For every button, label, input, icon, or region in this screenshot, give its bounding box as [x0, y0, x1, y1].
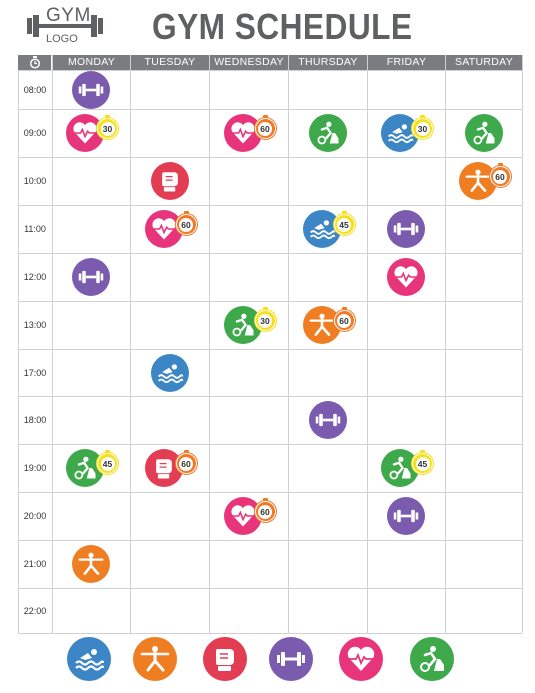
grid-row-divider [18, 540, 522, 541]
day-header-thursday: THURSDAY [289, 55, 367, 70]
grid-column-divider [445, 55, 446, 633]
day-header-friday: FRIDAY [368, 55, 445, 70]
grid-column-divider [522, 55, 523, 633]
grid-row-divider [18, 70, 522, 71]
day-header-saturday: SATURDAY [446, 55, 522, 70]
duration-minutes: 30 [415, 121, 430, 136]
day-header-monday: MONDAY [53, 55, 130, 70]
grid-row-divider [18, 588, 522, 589]
yoga-icon[interactable] [72, 545, 110, 583]
page-title: GYM SCHEDULE [152, 6, 413, 47]
duration-minutes: 30 [258, 313, 272, 328]
time-label: 13:00 [23, 320, 47, 330]
grid-row-divider [18, 444, 522, 445]
dumbbell-icon[interactable] [72, 70, 110, 109]
duration-minutes: 60 [179, 217, 193, 232]
grid-column-divider [130, 55, 131, 633]
grid-row-divider [18, 396, 522, 397]
duration-badge: 60 [489, 163, 511, 187]
grid-row-divider [18, 205, 522, 206]
duration-minutes: 60 [337, 313, 351, 328]
time-label: 18:00 [23, 415, 47, 425]
stopwatch-icon [29, 56, 40, 69]
duration-badge: 60 [175, 450, 197, 474]
duration-badge: 30 [254, 307, 276, 331]
cycling-icon[interactable] [464, 114, 503, 152]
time-label: 10:00 [23, 176, 47, 186]
time-label: 09:00 [23, 128, 47, 138]
duration-minutes: 60 [258, 121, 272, 136]
dumbbell-icon[interactable] [387, 210, 425, 248]
legend-dumbbell-icon [269, 637, 313, 681]
dumbbell-icon[interactable] [308, 401, 347, 439]
duration-badge: 60 [333, 307, 355, 331]
duration-minutes: 45 [415, 456, 430, 471]
grid-row-divider [18, 109, 522, 110]
logo-text-sub: LOGO [46, 33, 78, 45]
grid-column-divider [288, 55, 289, 633]
duration-badge: 45 [333, 211, 355, 235]
grid-column-divider [52, 55, 53, 633]
grid-row-divider [18, 633, 522, 634]
time-label: 22:00 [23, 605, 47, 616]
dumbbell-icon[interactable] [387, 497, 425, 535]
duration-minutes: 45 [337, 217, 351, 232]
time-label: 08:00 [23, 84, 47, 95]
grid-row-divider [18, 157, 522, 158]
legend-boxing-glove-icon [203, 637, 247, 681]
duration-minutes: 30 [100, 121, 115, 136]
time-label: 19:00 [23, 463, 47, 473]
legend-swimming-icon [67, 637, 111, 681]
logo-text-main: GYM [46, 5, 91, 26]
dumbbell-icon[interactable] [72, 258, 110, 296]
duration-badge: 30 [97, 115, 118, 139]
duration-minutes: 45 [100, 456, 115, 471]
duration-minutes: 60 [258, 504, 272, 519]
grid-column-divider [209, 55, 210, 633]
grid-row-divider [18, 349, 522, 350]
grid-column-divider [367, 55, 368, 633]
day-header-wednesday: WEDNESDAY [210, 55, 288, 70]
time-label: 20:00 [23, 511, 47, 521]
duration-minutes: 60 [493, 169, 507, 184]
grid-row-divider [18, 301, 522, 302]
duration-badge: 60 [254, 498, 276, 522]
legend-cycling-icon [410, 637, 454, 681]
barbell-logo-icon [27, 15, 103, 37]
day-header-tuesday: TUESDAY [131, 55, 209, 70]
time-label: 12:00 [23, 272, 47, 282]
duration-badge: 45 [412, 450, 433, 474]
duration-badge: 45 [97, 450, 118, 474]
gym-logo: GYM LOGO [26, 5, 104, 46]
grid-column-divider [18, 55, 19, 633]
cycling-icon[interactable] [308, 114, 347, 152]
duration-badge: 60 [254, 115, 276, 139]
schedule-grid: MONDAY TUESDAY WEDNESDAY THURSDAY FRIDAY SATU… [18, 55, 523, 634]
legend-heart-rate-icon [339, 637, 383, 681]
boxing-glove-icon[interactable] [150, 162, 189, 200]
swimming-icon[interactable] [150, 353, 189, 392]
grid-row-divider [18, 492, 522, 493]
legend-yoga-icon [133, 637, 177, 681]
duration-badge: 60 [175, 211, 197, 235]
time-label: 17:00 [23, 367, 47, 378]
time-label: 21:00 [23, 559, 47, 569]
heart-rate-icon[interactable] [144, 210, 183, 248]
time-column-header [18, 55, 51, 70]
duration-minutes: 60 [179, 456, 193, 471]
duration-badge: 30 [412, 115, 433, 139]
grid-row-divider [18, 253, 522, 254]
heart-rate-icon[interactable] [387, 258, 425, 296]
time-label: 11:00 [24, 224, 46, 234]
